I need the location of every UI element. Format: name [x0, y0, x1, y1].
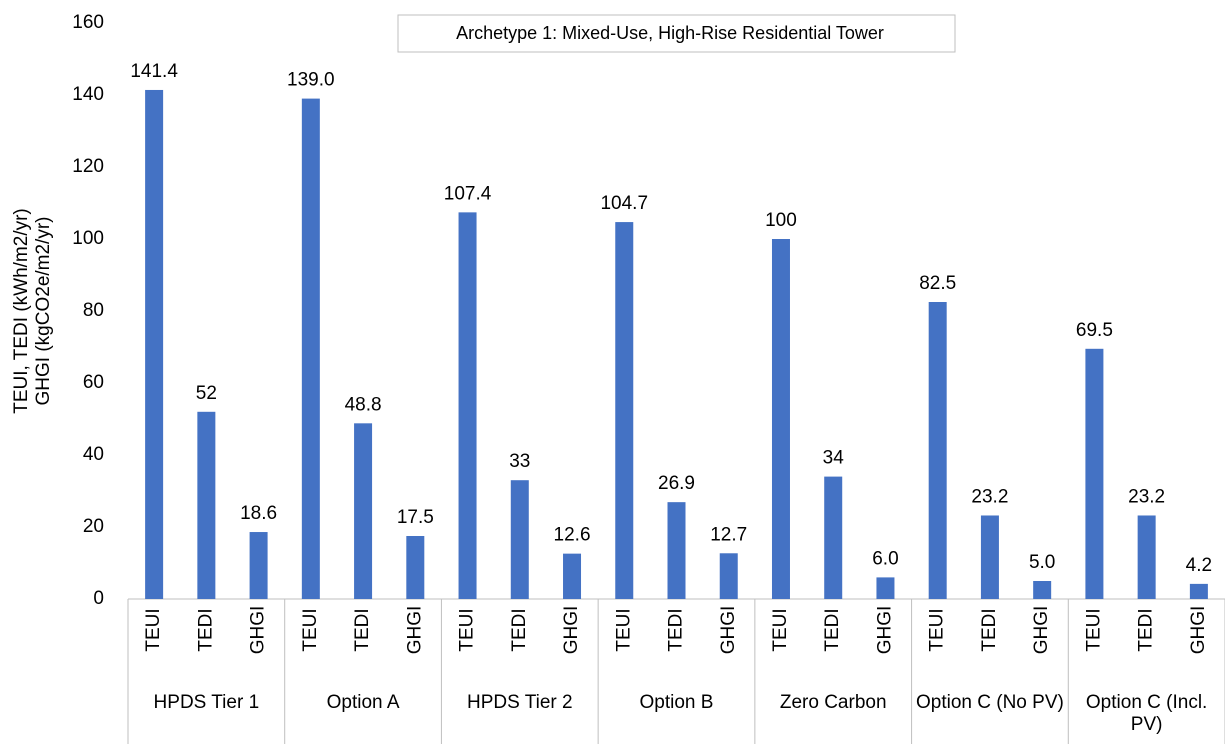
data-label: 82.5 [919, 273, 956, 294]
data-label: 107.4 [444, 183, 492, 204]
data-label: 4.2 [1186, 555, 1212, 576]
bar [771, 239, 790, 599]
y-axis-label: GHGI (kgCO2e/m2/yr) [33, 217, 54, 406]
bar [980, 515, 999, 599]
y-tick-label: 80 [83, 300, 104, 321]
bar [824, 476, 843, 599]
x-tick-label: TEDI [822, 608, 843, 651]
x-tick-label: TEDI [195, 608, 216, 651]
data-label: 104.7 [600, 193, 648, 214]
bar [1085, 348, 1104, 599]
bar [667, 502, 686, 599]
x-tick-label: TEUI [770, 608, 791, 651]
bar [876, 577, 895, 599]
x-tick-label: GHGI [1031, 606, 1052, 655]
bar [1137, 515, 1156, 599]
bar [301, 98, 320, 599]
x-tick-label: TEDI [666, 608, 687, 651]
y-tick-label: 40 [83, 444, 104, 465]
data-label: 52 [196, 383, 217, 404]
bar [1033, 581, 1052, 599]
y-tick-label: 160 [72, 12, 104, 33]
bar [510, 480, 529, 599]
x-tick-label: GHGI [404, 606, 425, 655]
group-label: HPDS Tier 2 [466, 692, 573, 713]
y-tick-label: 120 [72, 156, 104, 177]
x-tick-label: TEUI [927, 608, 948, 651]
group-label: Option C (No PV) [916, 692, 1064, 713]
y-axis-label: TEUI, TEDI (kWh/m2/yr) [11, 208, 32, 413]
data-label: 17.5 [397, 507, 434, 528]
x-tick-label: TEUI [457, 608, 478, 651]
data-label: 5.0 [1029, 552, 1055, 573]
bar [563, 553, 582, 599]
x-tick-label: TEUI [143, 608, 164, 651]
group-label: Option A [326, 692, 400, 713]
x-tick-label: TEUI [613, 608, 634, 651]
group-label: HPDS Tier 1 [153, 692, 260, 713]
bar [458, 212, 477, 600]
group-label: Zero Carbon [779, 692, 887, 713]
x-tick-label: TEDI [979, 608, 1000, 651]
data-label: 33 [509, 451, 530, 472]
title-box [397, 14, 956, 53]
bar [197, 411, 216, 599]
x-tick-label: TEDI [1136, 608, 1157, 651]
data-label: 139.0 [287, 70, 335, 91]
data-label: 6.0 [872, 548, 898, 569]
data-label: 100 [765, 210, 797, 231]
bar [719, 553, 738, 599]
x-tick-label: GHGI [718, 606, 739, 655]
y-tick-label: 100 [72, 228, 104, 249]
bar [145, 89, 164, 600]
y-tick-label: 140 [72, 84, 104, 105]
data-label: 69.5 [1076, 320, 1113, 341]
chart-title: Archetype 1: Mixed-Use, High-Rise Reside… [456, 23, 884, 43]
x-tick-label: TEDI [509, 608, 530, 651]
bar [1189, 583, 1208, 599]
bar [406, 536, 425, 599]
x-tick-label: GHGI [874, 606, 895, 655]
data-label: 12.7 [710, 524, 747, 545]
data-label: 12.6 [554, 525, 591, 546]
bar [928, 302, 947, 599]
x-tick-label: TEDI [352, 608, 373, 651]
data-label: 23.2 [1128, 486, 1165, 507]
data-label: 141.4 [130, 61, 178, 82]
bar [615, 222, 634, 599]
data-label: 23.2 [971, 486, 1008, 507]
y-tick-label: 60 [83, 372, 104, 393]
bar [354, 423, 373, 599]
data-label: 26.9 [658, 473, 695, 494]
data-label: 48.8 [345, 394, 382, 415]
x-tick-label: GHGI [561, 606, 582, 655]
y-tick-label: 0 [93, 588, 104, 609]
group-label: Option C (Incl. PV) [1085, 692, 1208, 735]
x-tick-label: GHGI [248, 606, 269, 655]
bar [249, 532, 268, 599]
group-label: Option B [639, 692, 714, 713]
data-label: 34 [823, 448, 845, 469]
x-tick-label: GHGI [1188, 606, 1209, 655]
x-tick-label: TEUI [300, 608, 321, 651]
y-tick-label: 20 [83, 516, 104, 537]
data-label: 18.6 [240, 503, 277, 524]
x-tick-label: TEUI [1083, 608, 1104, 651]
